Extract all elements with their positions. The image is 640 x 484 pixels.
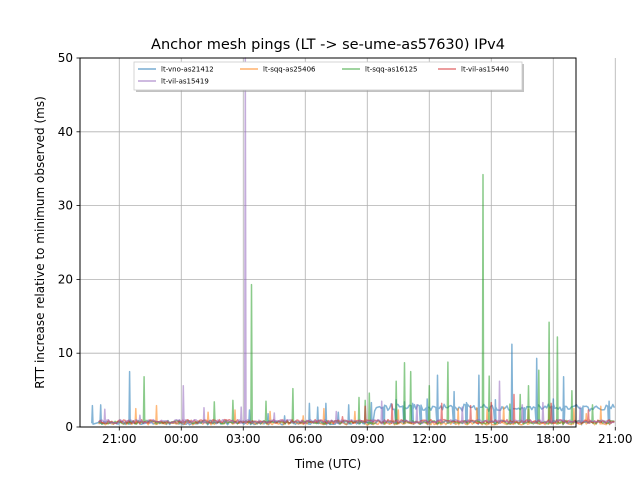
- legend-label: lt-vno-as21412: [161, 66, 214, 74]
- y-axis-label: RTT increase relative to minimum observe…: [33, 96, 47, 389]
- y-tick-label: 40: [58, 125, 73, 139]
- y-tick-label: 0: [65, 420, 73, 434]
- y-tick-label: 30: [58, 199, 73, 213]
- y-tick-label: 50: [58, 51, 73, 65]
- legend-label: lt-vil-as15440: [461, 66, 509, 74]
- legend-box: [133, 61, 523, 91]
- x-tick-label: 15:00: [474, 432, 509, 446]
- legend-label: lt-sqq-as16125: [365, 66, 417, 74]
- legend-label: lt-vil-as15419: [161, 78, 209, 86]
- y-tick-label: 10: [58, 346, 73, 360]
- x-tick-label: 09:00: [350, 432, 385, 446]
- legend: lt-vno-as21412 lt-sqq-as25406 lt-sqq-as161…: [133, 61, 524, 92]
- x-tick-label: 03:00: [226, 432, 261, 446]
- chart-title: Anchor mesh pings (LT -> se-ume-as57630)…: [151, 37, 505, 53]
- x-tick-label: 06:00: [288, 432, 323, 446]
- axis-ticks: 21:00 00:00 03:00 06:00 09:00 12:00 15:00 18:00…: [58, 51, 633, 446]
- x-tick-label: 00:00: [164, 432, 199, 446]
- x-axis-label: Time (UTC): [294, 457, 361, 471]
- plot-frame: [79, 57, 577, 428]
- x-tick-label: 18:00: [536, 432, 571, 446]
- x-tick-label: 21:00: [102, 432, 137, 446]
- x-tick-label: 21:00: [598, 432, 633, 446]
- x-tick-label: 12:00: [412, 432, 447, 446]
- series-line-lt-vil-as15419: [98, 57, 615, 425]
- y-tick-label: 20: [58, 272, 73, 286]
- legend-label: lt-sqq-as25406: [263, 66, 316, 74]
- series-lines: [91, 57, 616, 426]
